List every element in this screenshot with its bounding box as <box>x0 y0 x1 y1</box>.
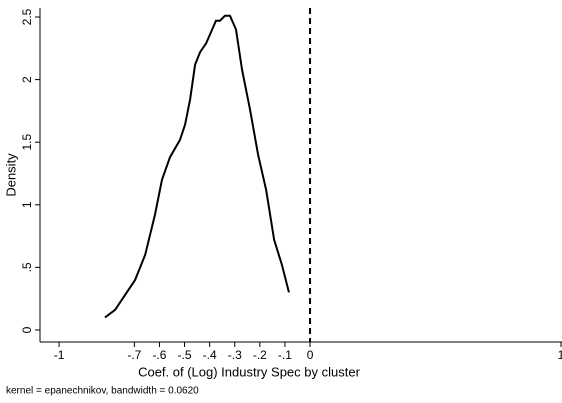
x-tick-label: -.2 <box>253 348 267 362</box>
y-tick-label: 2 <box>20 76 34 83</box>
x-axis-label: Coef. of (Log) Industry Spec by cluster <box>138 364 360 379</box>
y-tick-label: 1.5 <box>20 134 34 151</box>
y-tick-label: 0 <box>20 326 34 333</box>
x-tick-label: -.7 <box>127 348 141 362</box>
x-tick-label: -.1 <box>278 348 292 362</box>
x-tick-label: -.4 <box>203 348 217 362</box>
y-axis-label: Density <box>3 153 18 197</box>
x-tick-label: -.6 <box>152 348 166 362</box>
y-tick-label: .5 <box>20 262 34 272</box>
x-tick-label: 0 <box>307 348 314 362</box>
x-tick-label: -.3 <box>228 348 242 362</box>
x-tick-label: -1 <box>54 348 65 362</box>
x-tick-label: 1 <box>558 348 562 362</box>
y-tick-label: 2.5 <box>20 8 34 25</box>
note: kernel = epanechnikov, bandwidth = 0.062… <box>6 386 199 397</box>
density-line <box>104 14 290 319</box>
y-tick-label: 1 <box>20 201 34 208</box>
x-tick-label: -.5 <box>178 348 192 362</box>
